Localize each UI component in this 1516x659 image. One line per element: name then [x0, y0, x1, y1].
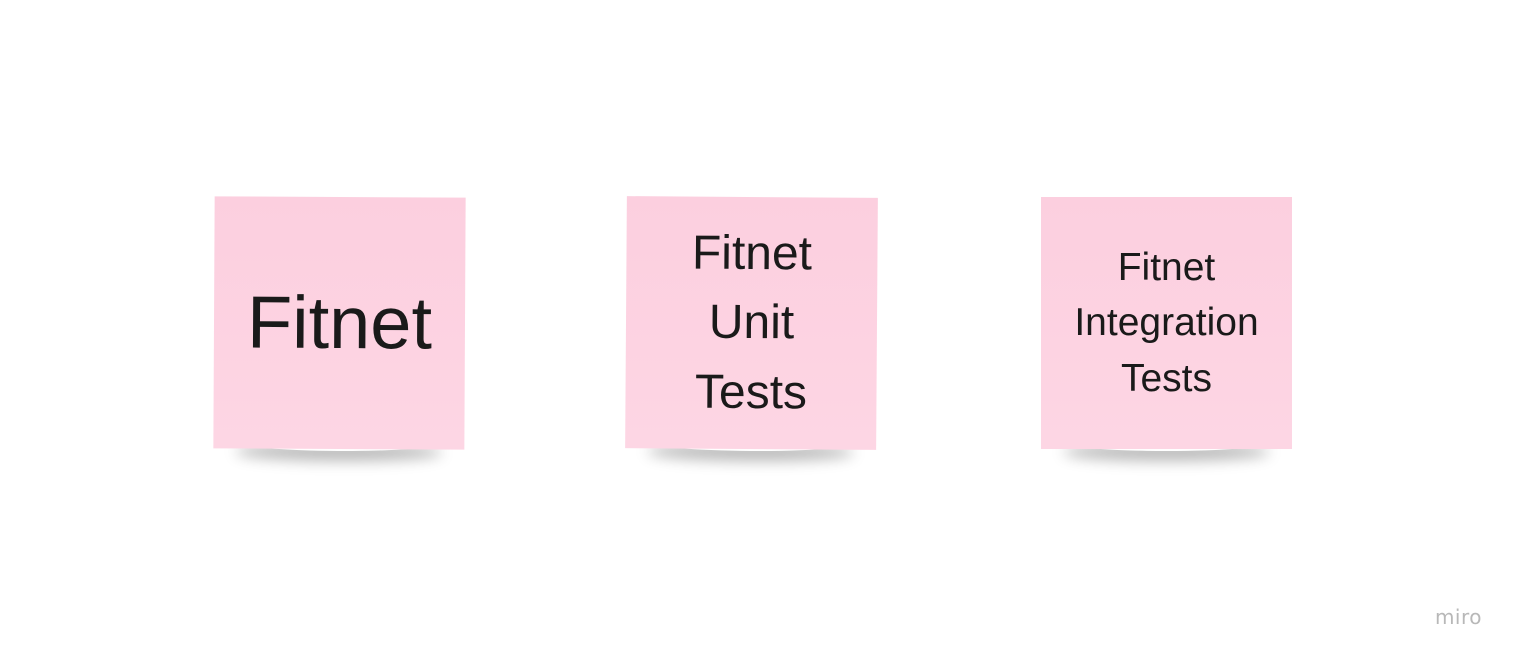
sticky-note-text: Fitnet Unit Tests — [691, 226, 813, 420]
miro-logo-watermark: miro — [1434, 605, 1482, 629]
sticky-note-text: Fitnet Integration Tests — [1074, 245, 1259, 400]
sticky-note-text: Fitnet — [246, 280, 433, 365]
sticky-note-background — [1041, 197, 1292, 449]
sticky-note-fitnet[interactable]: Fitnet — [213, 196, 466, 450]
sticky-note-fitnet-integration-tests[interactable]: Fitnet Integration Tests — [1041, 197, 1292, 449]
sticky-note-fitnet-unit-tests[interactable]: Fitnet Unit Tests — [625, 196, 878, 450]
